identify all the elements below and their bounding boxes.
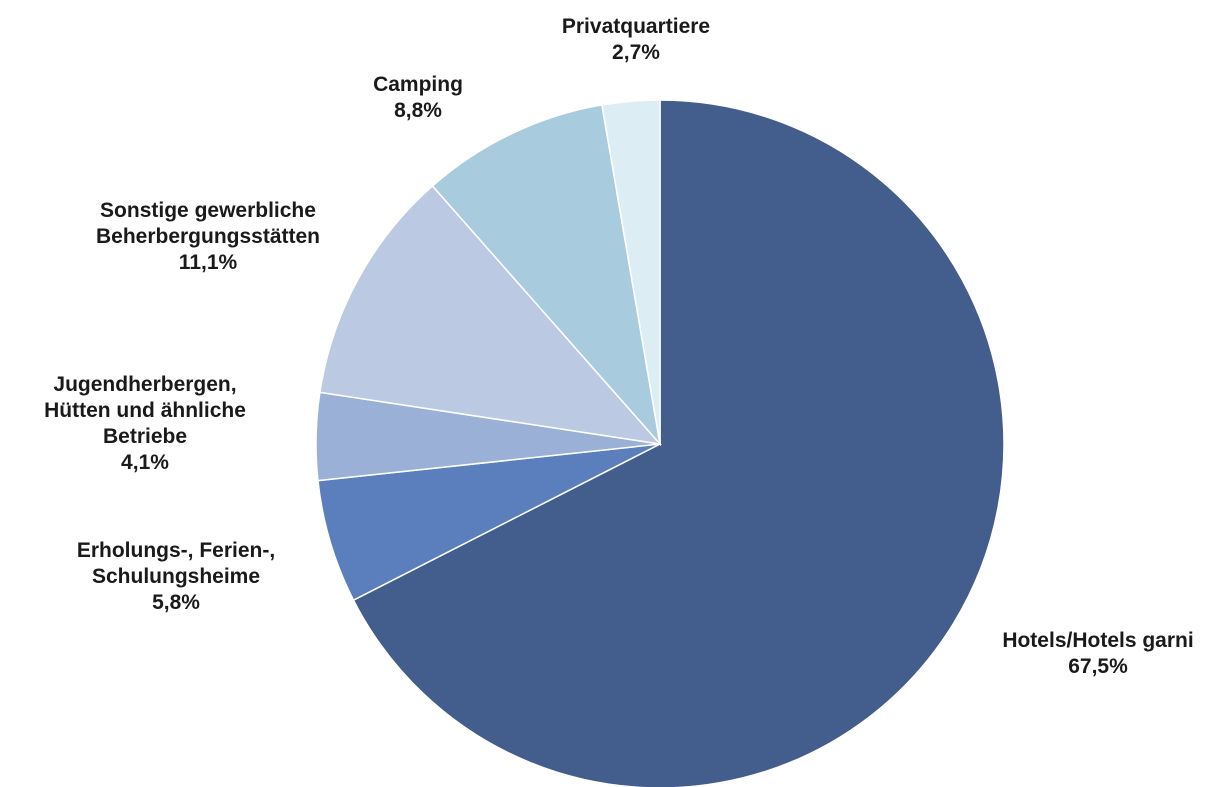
pie-slice-sonstige xyxy=(319,184,662,446)
slice-label-sonstige: Sonstige gewerbliche Beherbergungsstätten… xyxy=(96,198,320,276)
pie-slice-hotels xyxy=(352,99,1005,787)
slice-label-value: 2,7% xyxy=(612,41,660,64)
slice-label-name-line: Sonstige gewerbliche xyxy=(100,199,316,222)
slice-label-value: 67,5% xyxy=(1068,655,1128,678)
slice-label-name-line: Camping xyxy=(373,73,463,96)
slice-label-name-line: Hütten und ähnliche xyxy=(44,399,246,422)
pie-slice-camping xyxy=(431,104,662,447)
slice-label-name-line: Privatquartiere xyxy=(561,15,711,38)
slice-label-hotels: Hotels/Hotels garni 67,5% xyxy=(1002,628,1193,680)
slice-label-value: 11,1% xyxy=(178,251,238,274)
slice-label-value: 5,8% xyxy=(152,591,200,614)
slice-label-name-line: Schulungsheime xyxy=(91,565,261,588)
slice-label-name-line: Jugendherbergen, xyxy=(53,373,237,396)
pie-slice-erholung xyxy=(317,443,661,602)
pie-slices xyxy=(315,99,1005,787)
slice-label-name-line: Beherbergungsstätten xyxy=(95,225,321,248)
slice-label-name-line: Hotels/Hotels garni xyxy=(1002,629,1194,652)
slice-label-name-line: Betriebe xyxy=(102,425,188,448)
slice-label-jugendherbergen: Jugendherbergen, Hütten und ähnliche Betri… xyxy=(44,372,246,476)
slice-label-name-line: Erholungs-, Ferien-, xyxy=(76,539,276,562)
pie-slice-privatquartiere xyxy=(601,99,661,445)
slice-label-value: 8,8% xyxy=(394,99,442,122)
slice-label-value: 4,1% xyxy=(121,451,169,474)
slice-label-privatquartiere: Privatquartiere 2,7% xyxy=(562,14,710,66)
slice-label-erholung: Erholungs-, Ferien-, Schulungsheime 5,8% xyxy=(77,538,275,616)
slice-label-camping: Camping 8,8% xyxy=(373,72,463,124)
